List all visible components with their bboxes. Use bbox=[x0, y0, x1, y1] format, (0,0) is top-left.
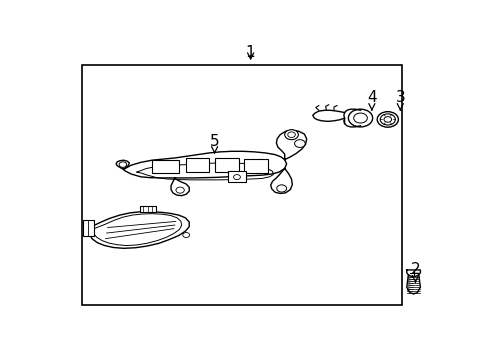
Bar bbox=[186, 158, 208, 172]
Circle shape bbox=[233, 175, 240, 180]
Circle shape bbox=[284, 130, 298, 140]
Circle shape bbox=[353, 113, 366, 123]
Text: 4: 4 bbox=[366, 90, 376, 111]
Bar bbox=[227, 171, 245, 183]
Circle shape bbox=[176, 187, 184, 193]
Text: 3: 3 bbox=[395, 90, 405, 111]
Text: 1: 1 bbox=[245, 45, 255, 60]
Circle shape bbox=[294, 140, 305, 148]
Bar bbox=[83, 220, 94, 236]
Bar bbox=[214, 158, 239, 172]
Text: 2: 2 bbox=[410, 262, 419, 282]
Circle shape bbox=[347, 109, 372, 127]
Bar bbox=[82, 66, 401, 305]
Circle shape bbox=[380, 114, 395, 125]
Bar bbox=[244, 159, 267, 173]
Circle shape bbox=[383, 117, 391, 122]
Circle shape bbox=[376, 112, 398, 127]
Circle shape bbox=[183, 233, 189, 238]
Circle shape bbox=[287, 132, 295, 138]
Bar bbox=[140, 206, 156, 212]
Circle shape bbox=[276, 185, 286, 192]
Bar bbox=[152, 160, 179, 174]
Text: 5: 5 bbox=[209, 134, 219, 153]
Circle shape bbox=[119, 162, 126, 167]
